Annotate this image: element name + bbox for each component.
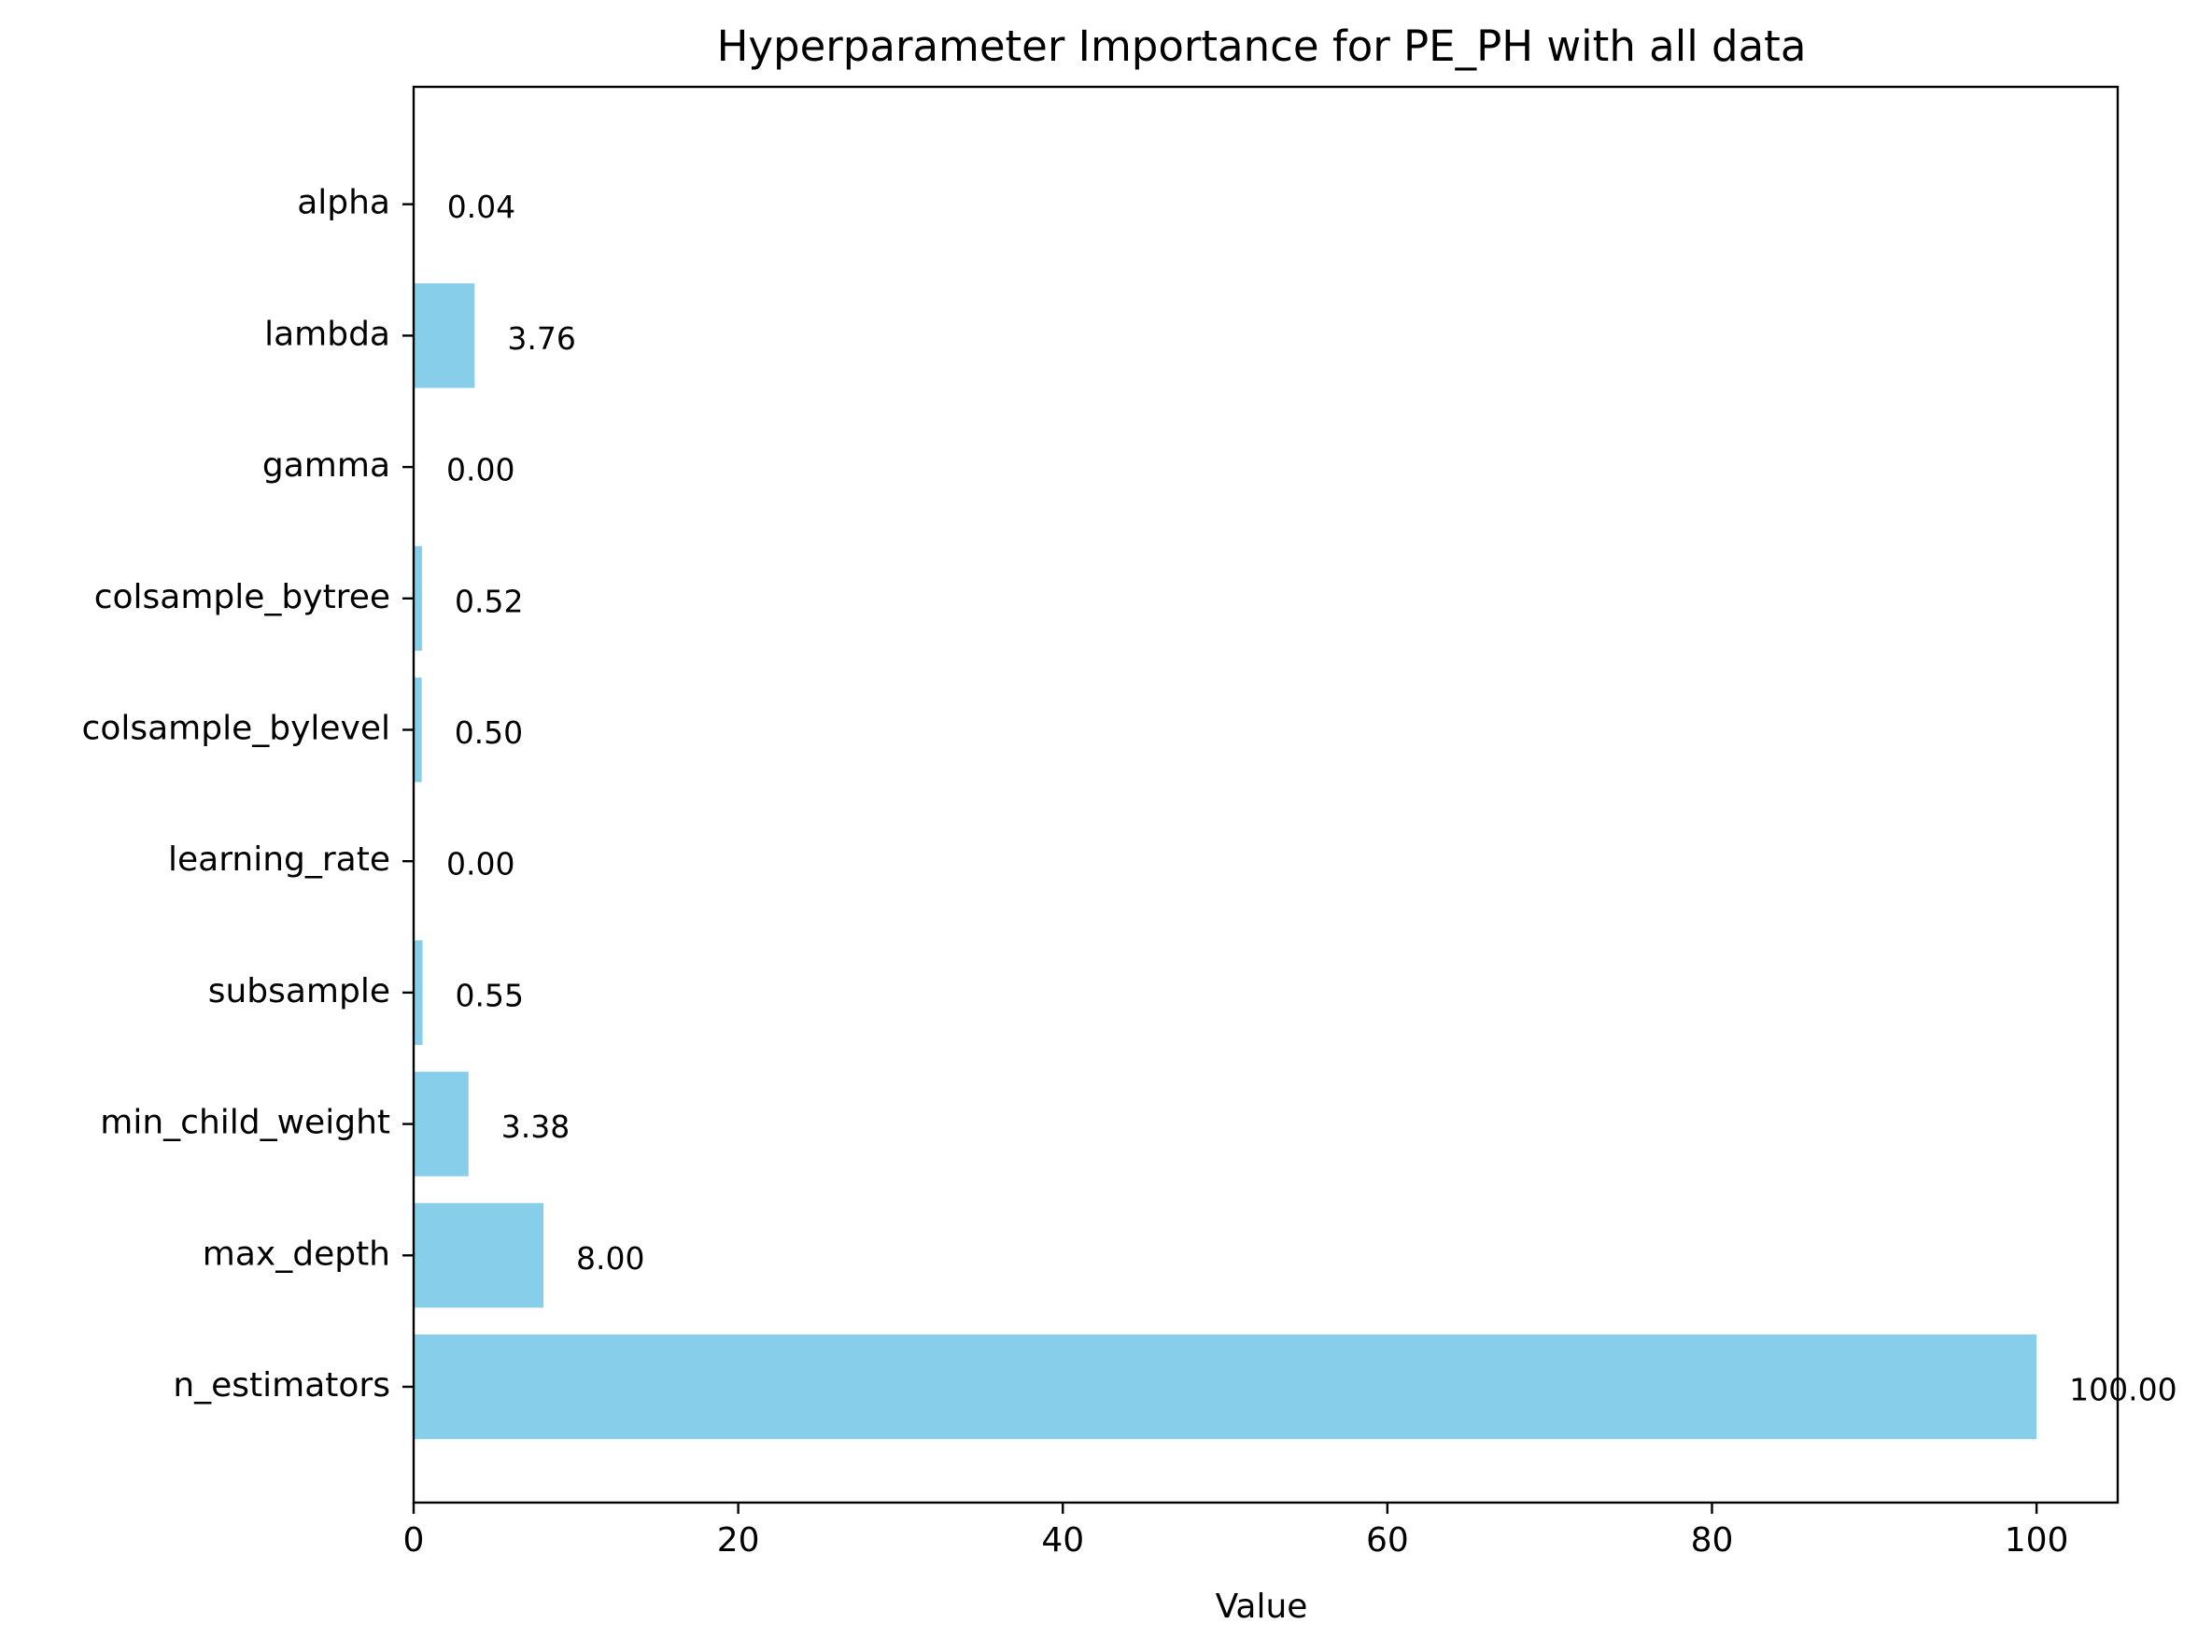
bar-colsample_bytree bbox=[414, 545, 423, 651]
value-label-lambda: 3.76 bbox=[507, 320, 575, 357]
y-tick-label-subsample: subsample bbox=[208, 972, 390, 1010]
value-label-learning_rate: 0.00 bbox=[446, 846, 514, 882]
y-tick-label-learning_rate: learning_rate bbox=[168, 840, 390, 879]
y-tick-label-max_depth: max_depth bbox=[203, 1235, 390, 1273]
plot-frame bbox=[412, 85, 2120, 1504]
y-tick-label-lambda: lambda bbox=[264, 315, 390, 353]
bar-min_child_weight bbox=[414, 1071, 469, 1177]
y-tick-label-min_child_weight: min_child_weight bbox=[100, 1104, 390, 1142]
y-tick-label-alpha: alpha bbox=[297, 184, 390, 222]
x-axis-label: Value bbox=[1216, 1588, 1308, 1626]
bar-colsample_bylevel bbox=[414, 677, 422, 783]
x-tick-label-60: 60 bbox=[1366, 1521, 1409, 1560]
chart-title: Hyperparameter Importance for PE_PH with… bbox=[717, 21, 1807, 71]
value-label-colsample_bytree: 0.52 bbox=[455, 583, 523, 619]
value-label-colsample_bylevel: 0.50 bbox=[455, 714, 523, 751]
bar-lambda bbox=[414, 283, 475, 388]
bar-subsample bbox=[414, 939, 423, 1045]
value-label-subsample: 0.55 bbox=[456, 977, 524, 1013]
y-tick-label-n_estimators: n_estimators bbox=[173, 1366, 390, 1405]
value-label-max_depth: 8.00 bbox=[576, 1240, 644, 1277]
value-label-gamma: 0.00 bbox=[446, 452, 514, 488]
plot-area: 100.00 8.00 3.38 0.55 0.00 0.50 0.52 0.00 3.76 0.… bbox=[82, 85, 2177, 1560]
value-label-min_child_weight: 3.38 bbox=[501, 1108, 570, 1145]
y-tick-label-colsample_bytree: colsample_bytree bbox=[94, 578, 390, 616]
x-tick-label-80: 80 bbox=[1691, 1521, 1734, 1560]
x-tick-label-20: 20 bbox=[717, 1521, 760, 1560]
value-label-n_estimators: 100.00 bbox=[2069, 1372, 2177, 1408]
x-tick-label-40: 40 bbox=[1041, 1521, 1084, 1560]
x-tick-label-100: 100 bbox=[2005, 1521, 2069, 1560]
y-tick-label-colsample_bylevel: colsample_bylevel bbox=[82, 710, 390, 748]
x-tick-label-0: 0 bbox=[403, 1521, 425, 1560]
bar-max_depth bbox=[414, 1203, 544, 1308]
value-label-alpha: 0.04 bbox=[447, 189, 515, 225]
bar-n_estimators bbox=[414, 1334, 2037, 1439]
y-tick-label-gamma: gamma bbox=[262, 446, 390, 485]
